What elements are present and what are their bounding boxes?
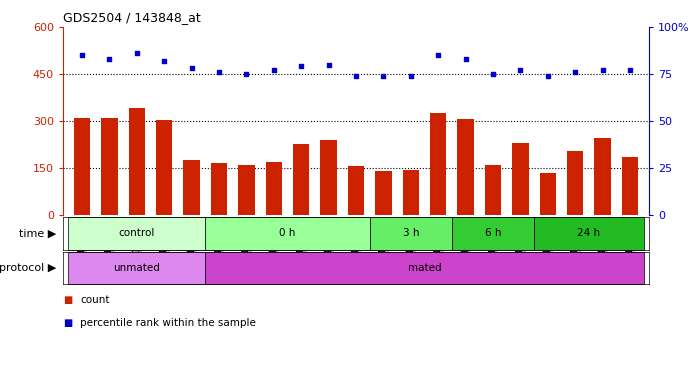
Bar [68, 252, 205, 284]
Bar [156, 120, 172, 215]
Text: protocol ▶: protocol ▶ [0, 263, 56, 273]
Point [487, 71, 498, 77]
Text: 3 h: 3 h [403, 228, 419, 238]
Bar [101, 118, 118, 215]
Text: unmated: unmated [113, 263, 161, 273]
Bar [375, 171, 392, 215]
Bar [540, 173, 556, 215]
Bar [452, 217, 534, 250]
Point [460, 56, 471, 62]
Bar [74, 118, 90, 215]
Point [515, 67, 526, 73]
Point [186, 65, 197, 71]
Point [350, 73, 362, 79]
Bar [534, 217, 644, 250]
Bar [457, 119, 474, 215]
Text: ■: ■ [63, 295, 72, 305]
Text: time ▶: time ▶ [19, 228, 56, 238]
Bar [293, 144, 309, 215]
Bar [128, 108, 145, 215]
Point [241, 71, 252, 77]
Point [406, 73, 417, 79]
Bar [238, 166, 255, 215]
Point [295, 63, 306, 70]
Point [433, 52, 444, 58]
Point [104, 56, 115, 62]
Bar [512, 143, 528, 215]
Point [378, 73, 389, 79]
Point [76, 52, 87, 58]
Text: 24 h: 24 h [577, 228, 600, 238]
Text: 6 h: 6 h [484, 228, 501, 238]
Point [597, 67, 608, 73]
Text: 0 h: 0 h [279, 228, 296, 238]
Bar [594, 138, 611, 215]
Point [570, 69, 581, 75]
Text: ■: ■ [63, 318, 72, 328]
Point [158, 58, 170, 64]
Text: count: count [80, 295, 110, 305]
Bar [211, 163, 228, 215]
Bar [184, 160, 200, 215]
Text: mated: mated [408, 263, 441, 273]
Text: GDS2504 / 143848_at: GDS2504 / 143848_at [63, 11, 200, 24]
Point [542, 73, 554, 79]
Point [214, 69, 225, 75]
Point [323, 61, 334, 68]
Bar [430, 113, 447, 215]
Bar [622, 157, 638, 215]
Text: control: control [119, 228, 155, 238]
Point [268, 67, 279, 73]
Bar [370, 217, 452, 250]
Point [625, 67, 636, 73]
Bar [68, 217, 205, 250]
Bar [205, 252, 644, 284]
Bar [205, 217, 370, 250]
Point [131, 50, 142, 56]
Bar [265, 162, 282, 215]
Bar [320, 140, 337, 215]
Bar [567, 151, 584, 215]
Bar [484, 165, 501, 215]
Text: percentile rank within the sample: percentile rank within the sample [80, 318, 256, 328]
Bar [348, 166, 364, 215]
Bar [403, 170, 419, 215]
